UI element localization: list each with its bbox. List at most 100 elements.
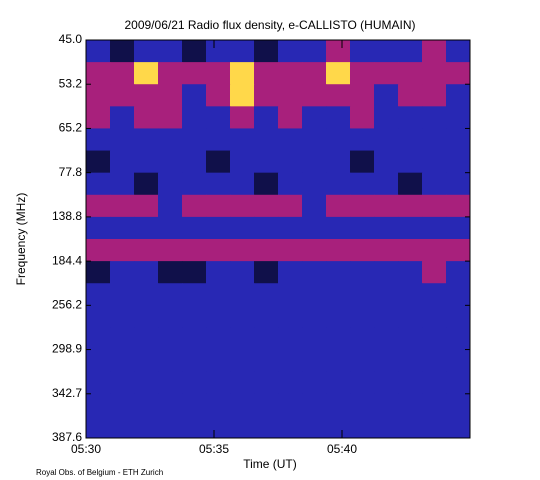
heat-cell [302, 194, 327, 218]
heat-cell [86, 371, 111, 395]
heat-cell [278, 393, 303, 417]
heat-cell [254, 172, 279, 196]
heat-cell [398, 371, 423, 395]
heat-cell [398, 62, 423, 85]
heat-cell [230, 349, 255, 373]
heat-cell [446, 128, 471, 152]
y-tick-label: 298.9 [52, 342, 82, 356]
heat-cell [446, 261, 471, 284]
heat-cell [326, 371, 351, 395]
heat-cell [398, 216, 423, 240]
heat-cell [182, 84, 207, 107]
heat-cell [86, 393, 111, 417]
heat-cell [422, 371, 447, 395]
heat-cell [182, 261, 207, 284]
heat-cell [134, 150, 159, 174]
heat-cell [278, 415, 303, 439]
heat-cell [302, 62, 327, 85]
heat-cell [302, 106, 327, 129]
heat-cell [134, 194, 159, 218]
heat-cell [278, 305, 303, 328]
heat-cell [110, 216, 135, 240]
heat-cell [278, 327, 303, 351]
heat-cell [182, 106, 207, 129]
heat-cell [398, 128, 423, 152]
heat-cell [206, 106, 231, 129]
heat-cell [326, 261, 351, 284]
heat-cell [350, 172, 375, 196]
heat-cell [422, 415, 447, 439]
heat-cell [158, 371, 183, 395]
heat-cell [398, 349, 423, 373]
heat-cell [422, 40, 447, 63]
heat-cell [182, 172, 207, 196]
heat-cell [158, 349, 183, 373]
heat-cell [206, 415, 231, 439]
heat-cell [134, 283, 159, 306]
heat-cell [278, 84, 303, 107]
heat-cell [230, 84, 255, 107]
heat-cell [422, 349, 447, 373]
heat-cell [422, 84, 447, 107]
heat-cell [158, 128, 183, 152]
heat-cell [110, 349, 135, 373]
heat-cell [350, 305, 375, 328]
heat-cell [422, 106, 447, 129]
heat-cell [182, 305, 207, 328]
heat-cell [134, 216, 159, 240]
heat-cell [230, 239, 255, 262]
heat-cell [110, 371, 135, 395]
y-tick-label: 77.8 [59, 165, 83, 179]
heat-cell [302, 305, 327, 328]
heat-cell [158, 283, 183, 306]
heat-cell [206, 305, 231, 328]
heat-cell [326, 84, 351, 107]
heat-cell [326, 106, 351, 129]
heat-cell [230, 261, 255, 284]
heat-cell [326, 150, 351, 174]
heat-cell [230, 150, 255, 174]
heat-cell [158, 62, 183, 85]
heat-cell [182, 239, 207, 262]
heat-cell [302, 415, 327, 439]
heat-cell [278, 349, 303, 373]
heat-cell [206, 327, 231, 351]
heat-cell [350, 261, 375, 284]
heat-cell [398, 40, 423, 63]
heat-cell [326, 128, 351, 152]
heat-cell [422, 194, 447, 218]
heat-cell [446, 415, 471, 439]
heat-cell [446, 62, 471, 85]
heat-cell [374, 349, 399, 373]
heat-cell [350, 106, 375, 129]
heat-cell [110, 194, 135, 218]
heat-cell [326, 305, 351, 328]
y-tick-label: 65.2 [59, 121, 83, 135]
heat-cell [326, 327, 351, 351]
heat-cell [158, 261, 183, 284]
heat-cell [374, 371, 399, 395]
heat-cell [302, 150, 327, 174]
heat-cell [446, 40, 471, 63]
y-tick-label: 342.7 [52, 386, 82, 400]
heat-cell [278, 371, 303, 395]
heat-cell [254, 393, 279, 417]
heat-cell [374, 40, 399, 63]
heat-cell [158, 172, 183, 196]
heat-cell [326, 283, 351, 306]
heat-cell [446, 84, 471, 107]
heat-cell [134, 415, 159, 439]
heat-cell [254, 415, 279, 439]
heat-cell [230, 393, 255, 417]
heat-cell [158, 106, 183, 129]
heat-cell [350, 327, 375, 351]
heat-cell [134, 172, 159, 196]
heat-cell [110, 261, 135, 284]
heat-cell [326, 216, 351, 240]
heat-cell [206, 239, 231, 262]
heat-cell [206, 172, 231, 196]
heat-cell [158, 40, 183, 63]
heat-cell [254, 194, 279, 218]
heat-cell [134, 40, 159, 63]
heat-cell [134, 349, 159, 373]
